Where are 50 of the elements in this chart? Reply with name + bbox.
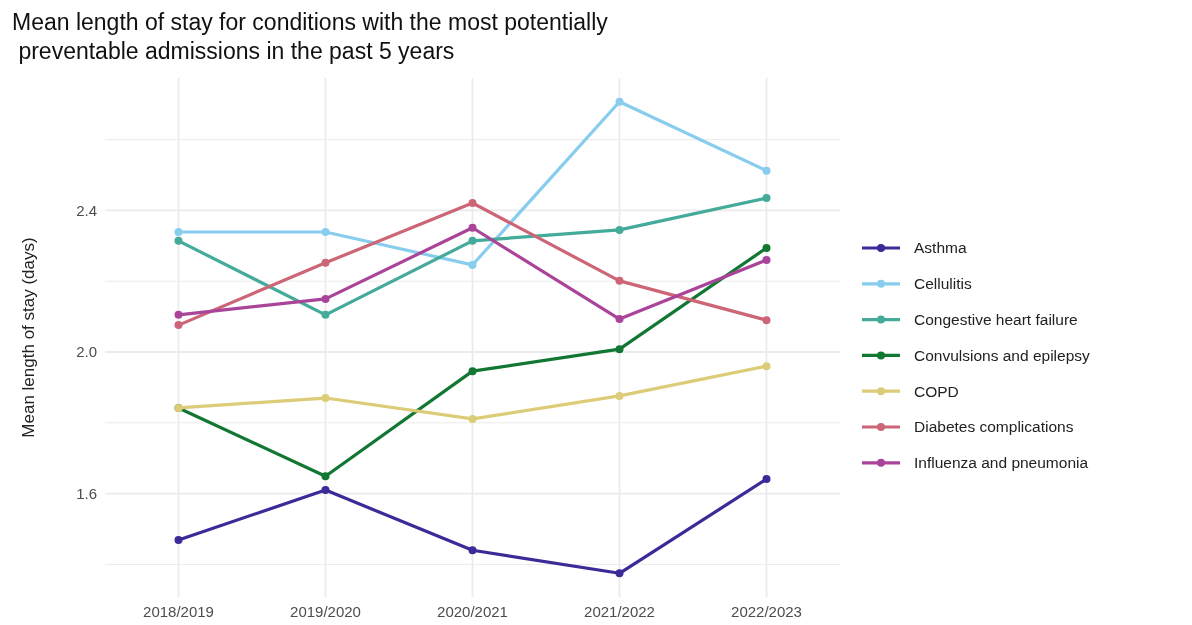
x-tick-label: 2018/2019 (143, 603, 214, 620)
point (615, 225, 624, 234)
point (174, 228, 183, 236)
point (174, 321, 183, 330)
point (762, 316, 771, 325)
legend-label: Congestive heart failure (914, 311, 1078, 329)
y-tick-label: 2.0 (76, 343, 97, 361)
point (321, 258, 330, 267)
legend-label: Cellulitis (914, 275, 972, 293)
point (762, 243, 771, 252)
legend-label: Asthma (914, 239, 967, 257)
y-axis-title: Mean length of stay (days) (19, 237, 38, 438)
point (321, 486, 330, 495)
legend-label: Convulsions and epilepsy (914, 346, 1091, 364)
point (174, 536, 183, 544)
x-tick-label: 2021/2022 (584, 603, 655, 620)
legend-label: Influenza and pneumonia (914, 454, 1089, 472)
point (615, 315, 624, 324)
point (321, 228, 330, 236)
point (174, 310, 183, 319)
point (468, 236, 477, 245)
point (321, 394, 330, 403)
point (762, 362, 771, 371)
point (615, 345, 624, 354)
point (615, 391, 624, 400)
point (762, 475, 771, 484)
point (615, 569, 624, 578)
y-tick-label: 2.4 (76, 201, 97, 219)
point (468, 367, 477, 376)
point (762, 255, 771, 264)
x-tick-label: 2020/2021 (437, 603, 508, 620)
point (468, 546, 477, 555)
point (762, 166, 771, 175)
point (321, 294, 330, 303)
point (321, 310, 330, 319)
x-tick-label: 2022/2023 (731, 603, 802, 620)
point (321, 472, 330, 481)
point (174, 236, 183, 245)
x-tick-label: 2019/2020 (290, 603, 361, 620)
point (468, 414, 477, 423)
legend-label: Diabetes complications (914, 418, 1074, 436)
legend-label: COPD (914, 382, 959, 400)
point (468, 223, 477, 232)
point (615, 276, 624, 285)
point (615, 97, 624, 106)
point (762, 194, 771, 203)
y-tick-label: 1.6 (76, 484, 97, 502)
point (468, 260, 477, 269)
chart-title: Mean length of stay for conditions with the most potentially preventable admissions in the past 5 years (12, 9, 609, 64)
point (468, 198, 477, 207)
